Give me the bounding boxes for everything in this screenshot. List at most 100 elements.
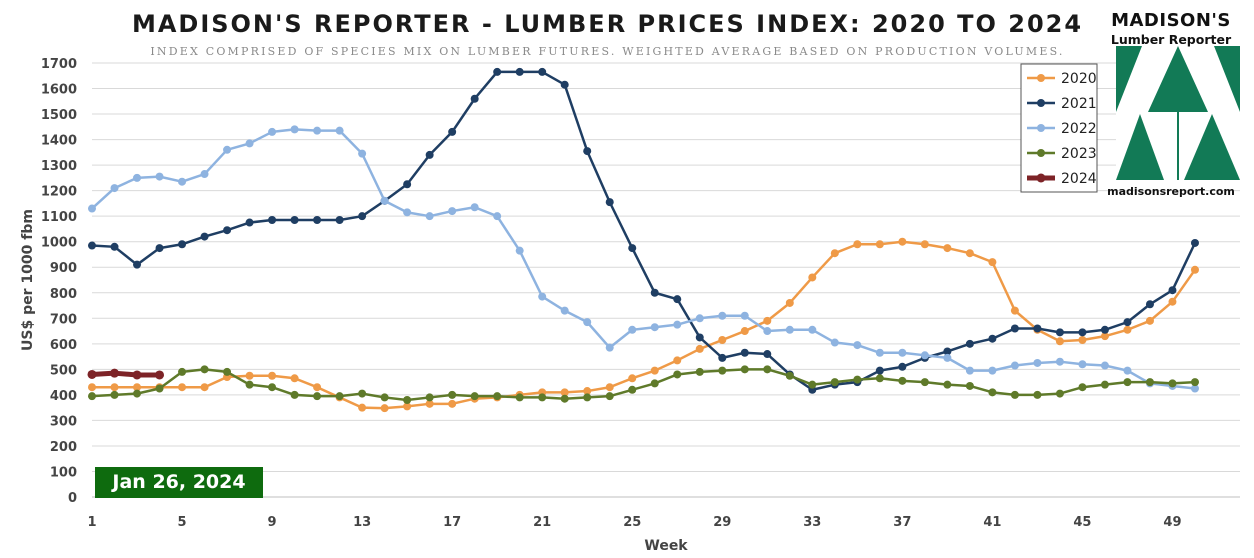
data-point-2020 [605, 383, 614, 392]
data-point-2023 [560, 394, 569, 403]
data-point-2023 [628, 385, 637, 394]
data-point-2023 [1033, 390, 1042, 399]
data-point-2020 [358, 403, 367, 412]
data-point-2023 [493, 392, 502, 401]
chart-subtitle: INDEX COMPRISED OF SPECIES MIX ON LUMBER… [150, 45, 1065, 58]
data-point-2022 [178, 177, 187, 186]
data-point-2023 [1168, 379, 1177, 388]
legend-label: 2024 [1061, 171, 1097, 187]
data-point-2022 [200, 170, 209, 179]
data-point-2023 [268, 383, 277, 392]
legend-label: 2022 [1061, 121, 1097, 137]
data-point-2020 [830, 249, 839, 258]
data-point-2022 [425, 212, 434, 221]
data-point-2023 [223, 367, 232, 376]
data-point-2021 [1190, 238, 1199, 247]
data-point-2020 [695, 344, 704, 353]
data-point-2023 [1100, 380, 1109, 389]
data-point-2022 [403, 208, 412, 217]
data-point-2022 [650, 323, 659, 332]
data-point-2023 [178, 367, 187, 376]
legend-marker [1037, 149, 1045, 157]
y-tick-label: 1300 [41, 159, 77, 174]
data-point-2020 [133, 383, 142, 392]
data-point-2022 [1010, 361, 1019, 370]
data-point-2021 [538, 67, 547, 76]
data-point-2020 [448, 399, 457, 408]
data-point-2023 [313, 392, 322, 401]
data-point-2021 [740, 348, 749, 357]
logo-shape [1116, 46, 1142, 112]
data-point-2022 [718, 311, 727, 320]
data-point-2023 [740, 365, 749, 374]
data-point-2022 [448, 207, 457, 216]
legend-marker [1037, 99, 1045, 107]
data-point-2021 [605, 198, 614, 207]
data-point-2023 [1055, 389, 1064, 398]
data-point-2023 [943, 380, 952, 389]
data-point-2022 [560, 306, 569, 315]
data-point-2021 [515, 67, 524, 76]
data-point-2022 [763, 327, 772, 336]
y-tick-label: 1600 [41, 83, 77, 98]
data-point-2023 [785, 371, 794, 380]
x-tick-label: 9 [268, 515, 277, 530]
y-tick-label: 300 [50, 414, 77, 429]
data-point-2022 [268, 127, 277, 136]
data-point-2021 [943, 347, 952, 356]
data-point-2022 [943, 353, 952, 362]
data-point-2020 [110, 383, 119, 392]
data-point-2021 [718, 353, 727, 362]
data-point-2023 [695, 367, 704, 376]
data-point-2023 [583, 393, 592, 402]
data-point-2023 [673, 370, 682, 379]
data-point-2023 [403, 395, 412, 404]
data-point-2021 [628, 244, 637, 253]
data-point-2021 [1078, 328, 1087, 337]
data-point-2021 [178, 240, 187, 249]
data-point-2021 [650, 288, 659, 297]
data-point-2023 [358, 389, 367, 398]
data-point-2020 [1145, 316, 1154, 325]
data-point-2023 [245, 380, 254, 389]
x-tick-label: 25 [623, 515, 641, 530]
data-point-2022 [538, 292, 547, 301]
y-tick-label: 700 [50, 312, 77, 327]
data-point-2021 [1033, 324, 1042, 333]
data-point-2024 [155, 370, 165, 380]
y-tick-label: 200 [50, 440, 77, 455]
data-point-2021 [898, 362, 907, 371]
data-point-2022 [673, 320, 682, 329]
data-point-2023 [515, 393, 524, 402]
data-point-2020 [763, 316, 772, 325]
data-point-2020 [628, 374, 637, 383]
x-tick-label: 45 [1073, 515, 1091, 530]
data-point-2023 [650, 379, 659, 388]
data-point-2023 [718, 366, 727, 375]
x-tick-label: 49 [1163, 515, 1181, 530]
y-tick-label: 600 [50, 338, 77, 353]
data-point-2023 [380, 393, 389, 402]
y-tick-label: 800 [50, 287, 77, 302]
data-point-2022 [965, 366, 974, 375]
legend-marker [1036, 173, 1046, 183]
series-line-2020 [92, 240, 1197, 410]
data-point-2023 [448, 390, 457, 399]
data-point-2022 [335, 126, 344, 135]
data-point-2021 [560, 80, 569, 89]
data-point-2022 [875, 348, 884, 357]
y-tick-label: 0 [68, 491, 77, 506]
data-point-2023 [830, 378, 839, 387]
x-tick-label: 21 [533, 515, 551, 530]
data-point-2023 [875, 374, 884, 383]
data-point-2020 [1168, 297, 1177, 306]
data-point-2022 [920, 351, 929, 360]
y-tick-label: 1500 [41, 108, 77, 123]
logo-url: madisonsreport.com [1107, 185, 1235, 198]
data-point-2023 [1123, 378, 1132, 387]
data-point-2022 [470, 203, 479, 212]
data-point-2023 [470, 392, 479, 401]
logo-shape [1116, 114, 1164, 180]
legend-label: 2020 [1061, 71, 1097, 87]
data-point-2021 [1010, 324, 1019, 333]
